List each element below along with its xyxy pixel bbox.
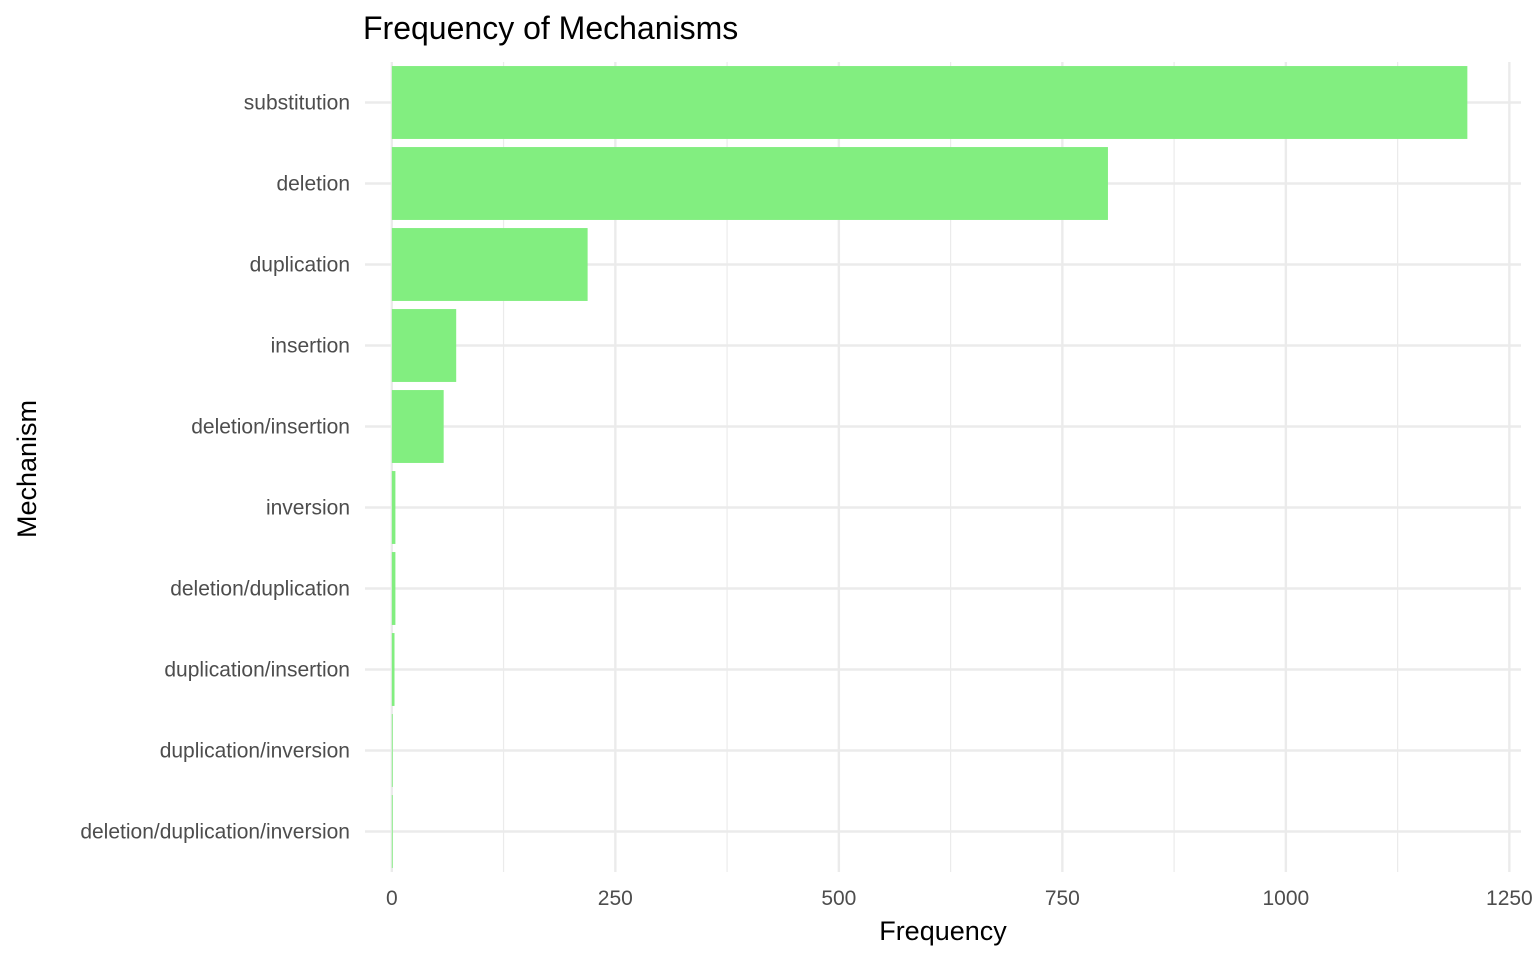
- bar: [391, 795, 393, 868]
- x-tick-label: 750: [1045, 887, 1080, 910]
- y-axis-tick-labels: substitution deletion duplication insertion…: [80, 92, 350, 844]
- bar: [391, 66, 1468, 139]
- y-tick-label: inversion: [266, 497, 350, 520]
- bar: [391, 471, 396, 544]
- x-tick-label: 0: [386, 887, 398, 910]
- chart-title: Frequency of Mechanisms: [363, 10, 738, 46]
- bar: [391, 714, 393, 787]
- bar: [391, 228, 588, 301]
- y-tick-label: deletion/duplication: [170, 578, 350, 601]
- y-tick-label: deletion: [276, 173, 350, 196]
- x-tick-label: 1000: [1263, 887, 1310, 910]
- bar: [391, 390, 444, 463]
- x-tick-label: 1250: [1486, 887, 1533, 910]
- y-tick-label: duplication/inversion: [160, 740, 350, 763]
- y-tick-label: duplication/insertion: [164, 659, 350, 682]
- x-axis-tick-labels: 0 250 500 750 1000 1250: [386, 887, 1533, 910]
- x-tick-label: 250: [598, 887, 633, 910]
- y-tick-label: substitution: [244, 92, 350, 115]
- bar: [391, 309, 457, 382]
- y-axis-title: Mechanism: [12, 400, 42, 538]
- bar: [391, 147, 1108, 220]
- x-tick-label: 500: [821, 887, 856, 910]
- x-axis-title: Frequency: [879, 916, 1007, 946]
- y-tick-label: duplication: [250, 254, 350, 277]
- bar: [391, 552, 396, 625]
- y-tick-label: deletion/duplication/inversion: [80, 821, 350, 844]
- bars: [391, 66, 1468, 868]
- y-tick-label: insertion: [271, 335, 350, 358]
- bar: [391, 633, 395, 706]
- y-tick-label: deletion/insertion: [191, 416, 350, 439]
